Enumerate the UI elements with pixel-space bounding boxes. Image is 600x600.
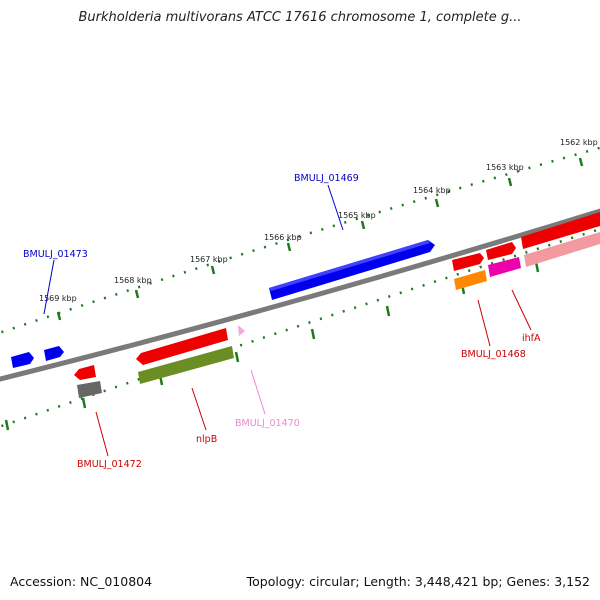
gene-magenta[interactable] xyxy=(488,257,521,277)
gene-bmulj-01473-a[interactable] xyxy=(11,352,34,368)
gene-orange[interactable] xyxy=(454,270,487,290)
label-leader-lines xyxy=(43,184,532,457)
gene-red-right-2[interactable] xyxy=(486,242,516,260)
gene-bmulj-01470[interactable] xyxy=(238,325,245,336)
gene-pink-right[interactable] xyxy=(524,232,600,267)
scale-label-1563: 1563 kbp xyxy=(486,163,524,172)
gene-label-bmulj-01473: BMULJ_01473 xyxy=(23,249,88,260)
map-title-overlay: Burkholderia multivorans ATCC 17616 chro… xyxy=(78,10,522,25)
scale-label-1568: 1568 kbp xyxy=(114,276,152,285)
gene-nlpb[interactable] xyxy=(138,346,234,384)
chromosome-backbone xyxy=(0,208,600,382)
gene-bmulj-01472-red[interactable] xyxy=(74,365,96,380)
upper-major-ticks xyxy=(56,157,584,321)
gene-label-bmulj-01472: BMULJ_01472 xyxy=(77,459,142,470)
scale-label-1565: 1565 kbp xyxy=(338,211,376,220)
scale-label-1562: 1562 kbp xyxy=(560,138,598,147)
gene-bmulj-01472-gray[interactable] xyxy=(77,381,102,398)
gene-label-bmulj-01468: BMULJ_01468 xyxy=(461,349,526,360)
gene-bmulj-01469[interactable] xyxy=(269,240,435,300)
gene-label-bmulj-01470: BMULJ_01470 xyxy=(235,418,300,429)
gene-red-right-3[interactable] xyxy=(452,253,484,271)
accession-text: Accession: NC_010804 xyxy=(10,574,153,589)
gene-red-right-1[interactable] xyxy=(521,212,600,249)
upper-scale-track xyxy=(0,146,600,334)
gene-label-nlpb: nlpB xyxy=(196,434,217,445)
gene-label-ihfa: ihfA xyxy=(522,333,541,344)
scale-label-1564: 1564 kbp xyxy=(413,186,451,195)
scale-label-1566: 1566 kbp xyxy=(264,233,302,242)
gene-nlpb-top[interactable] xyxy=(136,328,228,365)
gene-bmulj-01473-b[interactable] xyxy=(44,346,64,361)
gene-label-bmulj-01469: BMULJ_01469 xyxy=(294,173,359,184)
lower-scale-track xyxy=(0,227,600,428)
genome-summary-text: Topology: circular; Length: 3,448,421 bp… xyxy=(246,574,590,589)
gene-bmulj-01469-shade xyxy=(269,240,430,291)
scale-label-1567: 1567 kbp xyxy=(190,255,228,264)
scale-label-1569: 1569 kbp xyxy=(39,294,77,303)
